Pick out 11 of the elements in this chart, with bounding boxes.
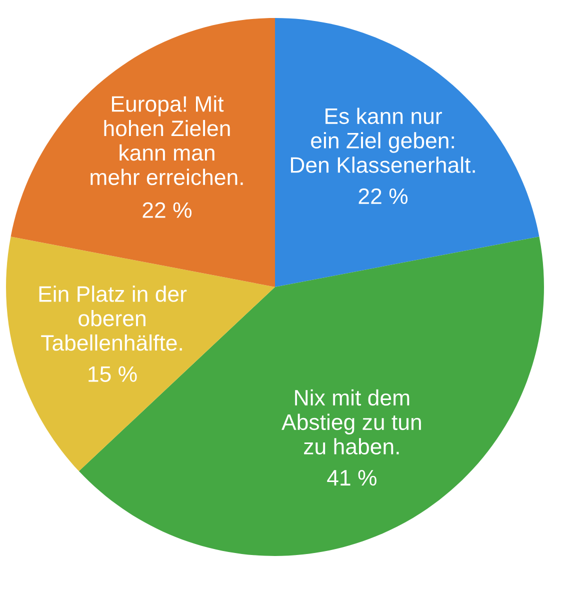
data-label: 41 % <box>327 470 376 486</box>
slice-label: Nix mit dem Abstieg zu tun zu haben. <box>282 389 421 454</box>
pie-slice <box>275 18 540 287</box>
pie-slice <box>10 18 275 287</box>
data-label: 22 % <box>142 202 192 218</box>
pie-slice <box>6 236 275 472</box>
slice-label: Europa! Mit hohen Zielen kann man mehr erreichen. <box>90 96 243 186</box>
data-label: 15 % <box>88 366 137 382</box>
data-label: 22 % <box>358 188 408 204</box>
slice-label: Es kann nur ein Ziel geben: Den Klassenerhalt. <box>290 108 475 173</box>
slice-label: Ein Platz in der oberen Tabellenhälfte. <box>39 286 187 351</box>
